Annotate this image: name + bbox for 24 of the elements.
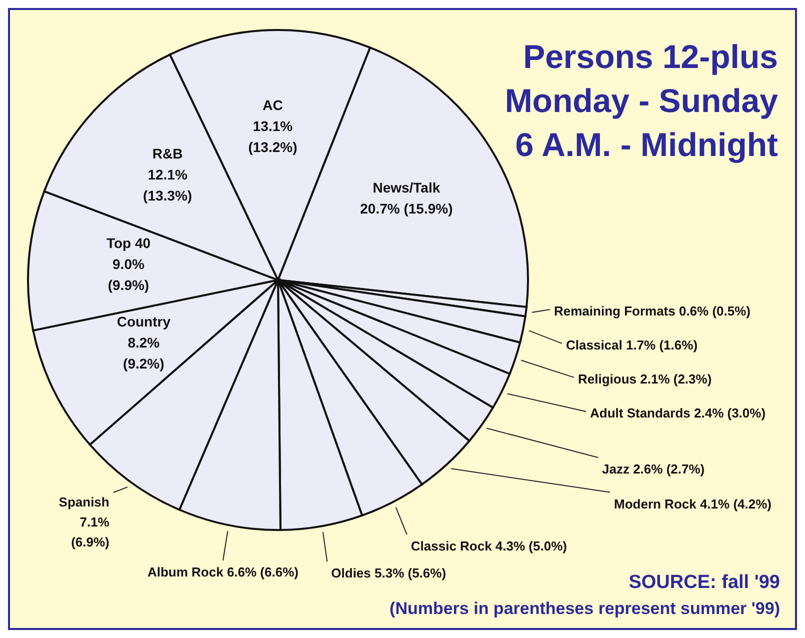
slice-label: Classic Rock 4.3% (5.0%) [410,538,567,554]
slice-label: R&B [152,145,183,162]
data-label: 12.1% (13.3%) [143,166,192,204]
slice-label: AC [262,97,283,114]
data-label: 7.1% (6.9%) [71,514,110,550]
slice-label: Oldies 5.3% (5.6%) [331,566,446,581]
slice-label: Spanish [58,494,110,510]
slice-label: Adult Standards 2.4% (3.0%) [590,405,766,420]
slice-label: Religious 2.1% (2.3%) [578,371,712,386]
source-note: SOURCE: fall '99 [628,572,780,593]
slice-label: Classical 1.7% (1.6%) [566,337,698,352]
slice-label: Remaining Formats 0.6% (0.5%) [554,303,750,318]
data-label: 9.0% (9.9%) [108,256,150,294]
slice-label: News/Talk [372,180,440,196]
slice-label: Modern Rock 4.1% (4.2%) [614,496,772,512]
text: (Numbers in parentheses represent summer '99) [390,599,780,618]
data-label: 8.2% (9.2%) [123,334,164,372]
data-label: 20.7% (15.9%) [360,200,453,217]
data-label: 13.1% (13.2%) [248,118,298,156]
text: Persons 12-plus Monday - Sunday 6 A.M. - Midnight [504,38,779,163]
slice-label: Country [116,314,171,330]
slice-label: Top 40 [106,235,151,252]
slice-label: Jazz 2.6% (2.7%) [602,461,705,476]
slice-label: Album Rock 6.6% (6.6%) [147,564,298,580]
